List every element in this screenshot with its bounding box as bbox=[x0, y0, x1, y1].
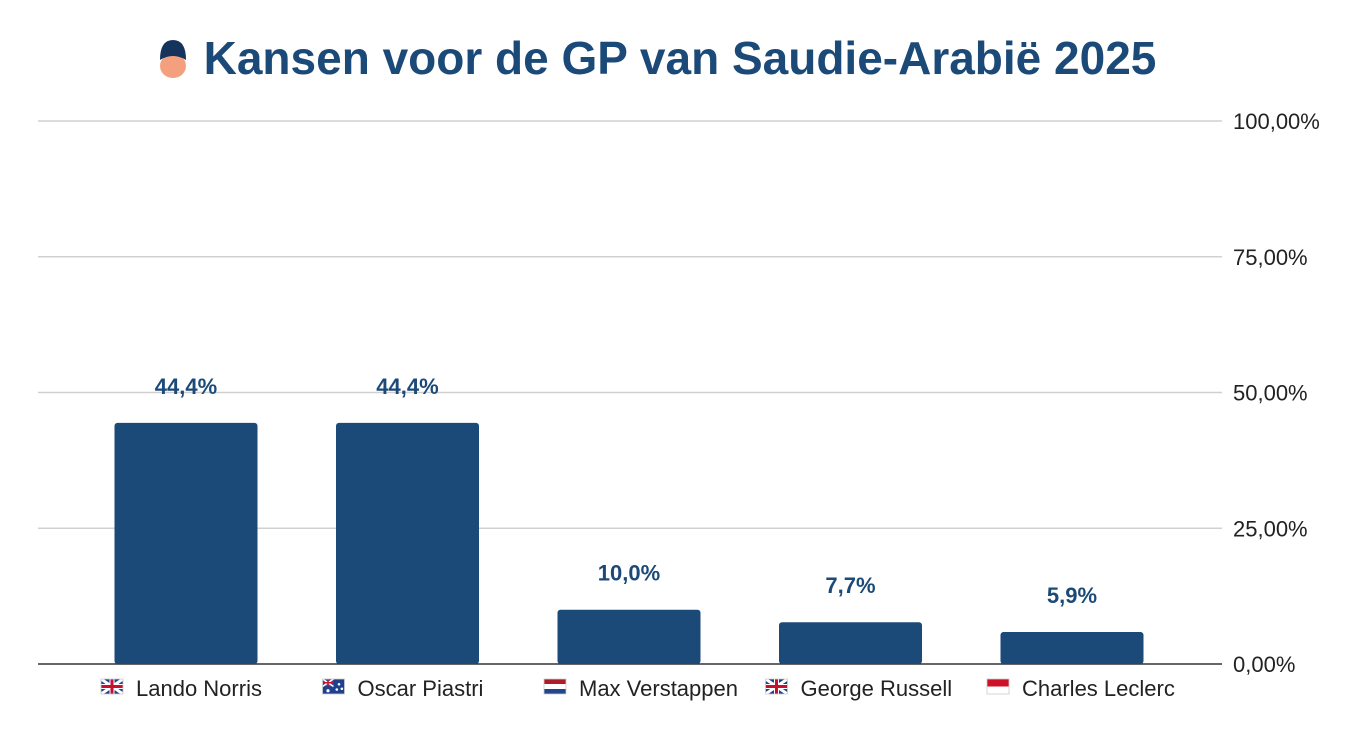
x-tick-label-group: Charles Leclerc bbox=[986, 676, 1175, 701]
x-tick-label-group: Oscar Piastri bbox=[322, 676, 484, 701]
y-tick-label: 75,00% bbox=[1233, 245, 1308, 270]
x-tick-label-group: Max Verstappen bbox=[543, 676, 738, 701]
x-tick-label: Lando Norris bbox=[136, 676, 262, 701]
chart-title-text: Kansen voor de GP van Saudie-Arabië 2025 bbox=[204, 32, 1157, 84]
data-label: 44,4% bbox=[376, 374, 438, 399]
data-label: 5,9% bbox=[1047, 583, 1097, 608]
y-tick-label: 0,00% bbox=[1233, 652, 1295, 677]
bar bbox=[336, 422, 479, 664]
chart-title: Kansen voor de GP van Saudie-Arabië 2025 bbox=[160, 32, 1156, 84]
gb-flag-icon bbox=[764, 677, 789, 696]
person-emoji-icon bbox=[160, 40, 186, 78]
y-tick-label: 25,00% bbox=[1233, 516, 1308, 541]
bar bbox=[1000, 631, 1144, 664]
au-flag-icon bbox=[322, 678, 345, 695]
bars bbox=[114, 422, 1144, 664]
x-tick-label: Oscar Piastri bbox=[358, 676, 484, 701]
x-tick-label: Charles Leclerc bbox=[1022, 676, 1175, 701]
x-axis: Lando Norris Oscar Piastri Max Verstappen G… bbox=[100, 676, 1175, 701]
x-tick-label: Max Verstappen bbox=[579, 676, 738, 701]
y-tick-label: 100,00% bbox=[1233, 109, 1320, 134]
data-label: 44,4% bbox=[155, 374, 217, 399]
bar bbox=[114, 422, 258, 664]
bar bbox=[557, 609, 701, 664]
y-tick-label: 50,00% bbox=[1233, 381, 1308, 406]
x-tick-label-group: George Russell bbox=[764, 676, 953, 701]
data-label: 7,7% bbox=[825, 573, 875, 598]
mc-flag-icon bbox=[986, 678, 1010, 695]
nl-flag-icon bbox=[543, 678, 567, 695]
bar bbox=[779, 622, 922, 664]
x-tick-label-group: Lando Norris bbox=[100, 676, 262, 701]
y-axis: 0,00% 25,00% 50,00% 75,00% 100,00% bbox=[1233, 109, 1320, 677]
gb-flag-icon bbox=[100, 677, 124, 696]
x-tick-label: George Russell bbox=[801, 676, 953, 701]
data-labels: 44,4% 44,4% 10,0% 7,7% 5,9% bbox=[155, 374, 1097, 608]
data-label: 10,0% bbox=[598, 561, 660, 586]
